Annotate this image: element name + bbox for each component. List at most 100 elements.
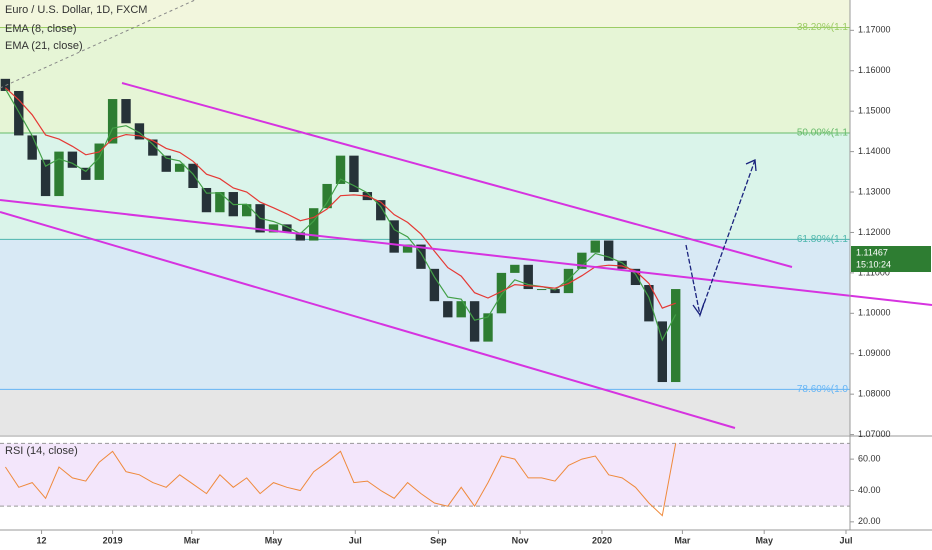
- candle-body: [389, 220, 399, 253]
- y-tick-label: 1.10000: [858, 308, 891, 318]
- x-tick-label: May: [755, 535, 773, 545]
- candle-body: [295, 232, 306, 241]
- legend-entry: EMA (8, close): [5, 23, 77, 35]
- ema-line: [4, 87, 676, 309]
- candle-body: [335, 155, 346, 184]
- x-tick-label: 2020: [592, 535, 612, 545]
- x-tick-label: Jul: [839, 535, 852, 545]
- candle-body: [349, 155, 359, 193]
- candle-body: [590, 240, 600, 253]
- y-tick-label: 1.08000: [858, 389, 891, 399]
- chart-title: Euro / U.S. Dollar, 1D, FXCM: [5, 4, 147, 16]
- candle-body: [54, 151, 64, 197]
- candle-body: [161, 155, 171, 172]
- x-tick-label: Sep: [430, 535, 447, 545]
- candle-body: [0, 78, 11, 91]
- x-tick-label: 2019: [103, 535, 123, 545]
- candle-body: [603, 240, 614, 261]
- y-tick-label: 1.11000: [858, 267, 890, 277]
- rsi-tick-label: 20.00: [858, 516, 881, 526]
- last-price: 1.11467: [856, 247, 888, 257]
- drawings: [0, 0, 932, 429]
- candle-body: [644, 285, 654, 322]
- y-tick-label: 1.07000: [858, 429, 891, 439]
- channel-top: [121, 82, 793, 268]
- candle-body: [241, 204, 252, 217]
- fib-band: [0, 133, 850, 240]
- candle-body: [550, 289, 560, 294]
- candle-body: [309, 208, 319, 241]
- y-tick-label: 1.15000: [858, 106, 891, 116]
- last-price-box: [851, 246, 931, 273]
- arrow-heads: [692, 159, 757, 317]
- y-tick-label: 1.17000: [858, 25, 891, 35]
- candle-body: [282, 224, 292, 233]
- rsi-line: [4, 443, 677, 517]
- candle-body: [523, 264, 533, 290]
- candle-body: [469, 301, 480, 342]
- fib-label: 50.00%(1.1: [797, 128, 849, 139]
- candle-body: [496, 272, 507, 314]
- candle-body: [456, 301, 466, 318]
- x-tick-label: May: [265, 535, 283, 545]
- marks: [0, 78, 681, 517]
- candle-body: [429, 268, 440, 302]
- candle-body: [416, 244, 426, 269]
- candle-body: [215, 192, 225, 213]
- candle-body: [201, 187, 212, 213]
- candle-body: [510, 264, 520, 273]
- candle-body: [40, 159, 51, 197]
- candle-body: [563, 268, 574, 294]
- candle-body: [148, 139, 158, 156]
- fib-label: 78.60%(1.0: [797, 384, 849, 395]
- fib-label: 61.80%(1.1: [797, 234, 849, 245]
- fib-band: [0, 0, 850, 28]
- candle-body: [81, 167, 91, 180]
- candle-body: [94, 143, 104, 180]
- candle-body: [617, 260, 627, 269]
- candle-body: [27, 135, 37, 160]
- x-tick-label: Mar: [184, 535, 201, 545]
- candle-body: [577, 252, 587, 269]
- candle-body: [121, 99, 131, 124]
- ema-line: [4, 88, 677, 342]
- x-tick-label: Nov: [512, 535, 529, 545]
- candle-body: [443, 301, 453, 318]
- candle-body: [657, 321, 667, 383]
- y-tick-label: 1.16000: [858, 65, 891, 75]
- candle-body: [14, 90, 24, 136]
- candle-body: [402, 244, 413, 253]
- candle-body: [107, 99, 118, 144]
- candle-body: [376, 200, 386, 221]
- rsi-band: [0, 443, 850, 507]
- candle-body: [322, 183, 332, 209]
- y-tick-label: 1.09000: [858, 348, 891, 358]
- channel-middle: [0, 199, 932, 306]
- candle-body: [67, 151, 78, 168]
- candle-body: [483, 313, 493, 342]
- rsi-tick-label: 60.00: [858, 453, 881, 463]
- rsi-tick-label: 40.00: [858, 485, 881, 495]
- x-tick-label: Mar: [674, 535, 691, 545]
- rsi-title: RSI (14, close): [5, 445, 78, 457]
- candle-body: [268, 224, 279, 233]
- legend-entry: EMA (21, close): [5, 40, 83, 52]
- channel-bottom: [0, 211, 736, 429]
- fib-label: 38.20%(1.1: [797, 22, 849, 33]
- y-tick-label: 1.14000: [858, 146, 891, 156]
- y-tick-label: 1.12000: [858, 227, 891, 237]
- legend: Euro / U.S. Dollar, 1D, FXCM EMA (8, clo…: [5, 4, 147, 457]
- fib-band: [0, 27, 850, 134]
- candle-body: [630, 268, 641, 286]
- x-tick-label: Jul: [349, 535, 362, 545]
- candle-body: [134, 123, 145, 140]
- countdown: 15:10:24: [856, 259, 891, 269]
- y-tick-label: 1.13000: [858, 186, 891, 196]
- candle-body: [536, 289, 547, 291]
- x-tick-label: 12: [37, 535, 47, 545]
- candle-body: [188, 163, 198, 188]
- candle-body: [671, 289, 681, 383]
